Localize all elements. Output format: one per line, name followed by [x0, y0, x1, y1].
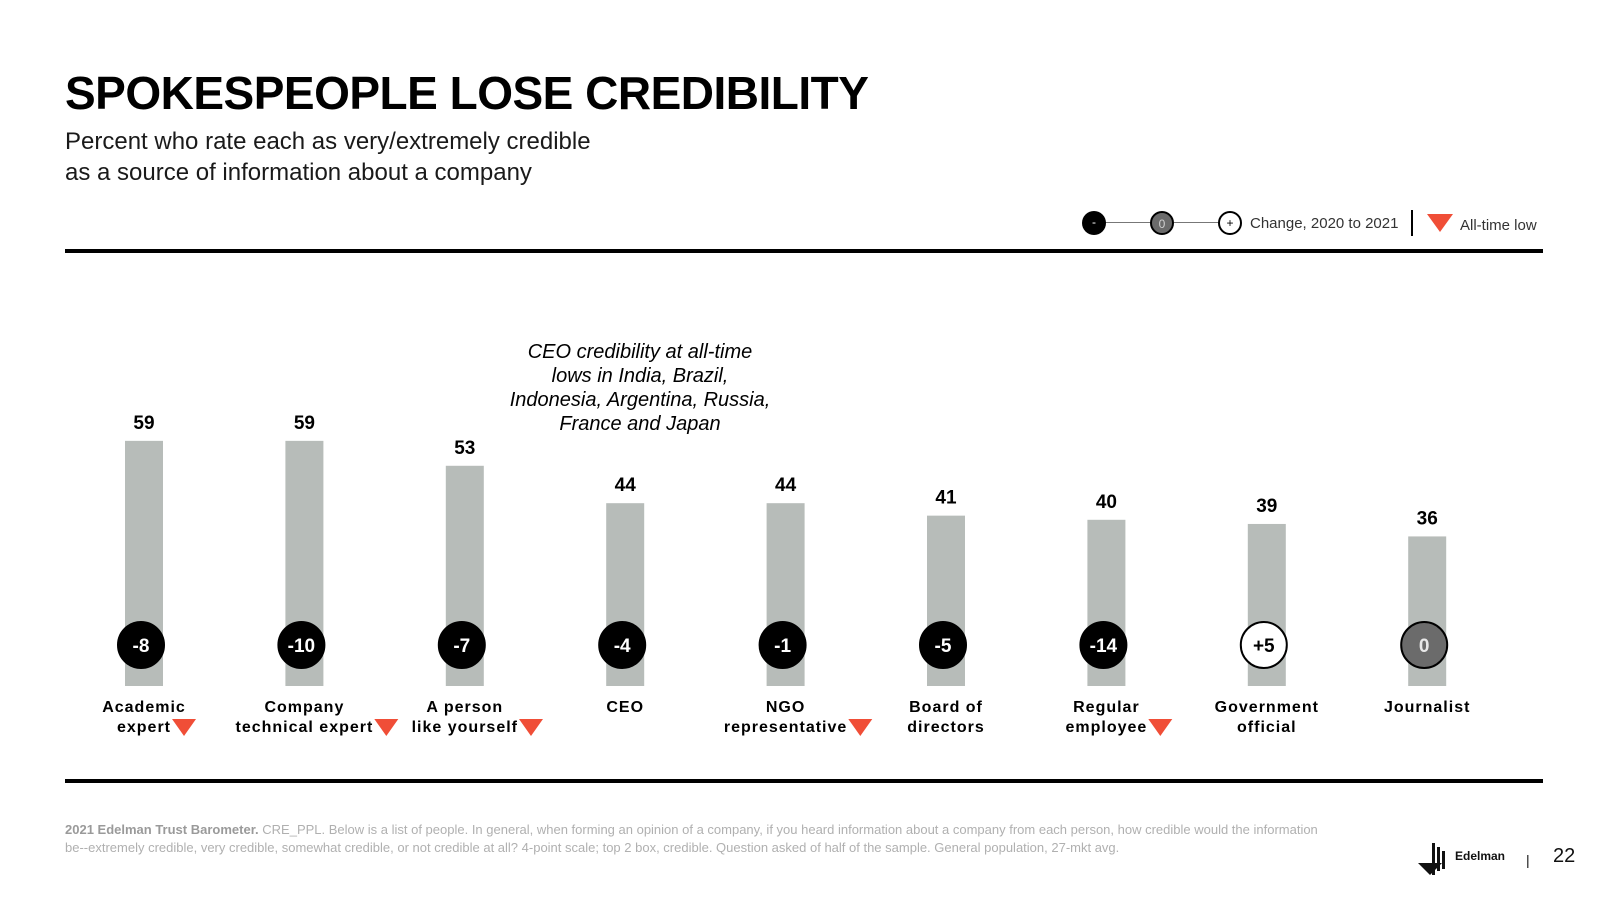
change-circle: [277, 621, 326, 669]
change-value-label: -4: [614, 636, 631, 657]
bar-value-label: 41: [935, 488, 957, 509]
chart-legend: - 0 + Change, 2020 to 2021 All-time low: [1082, 208, 1552, 238]
source-footnote: 2021 Edelman Trust Barometer. CRE_PPL. B…: [65, 821, 1340, 857]
category-label: NGO: [766, 699, 805, 716]
bar-value-label: 44: [615, 475, 637, 496]
category-label: representative: [724, 719, 847, 736]
legend-zero-circle: 0: [1150, 211, 1174, 235]
all-time-low-marker-icon: [374, 719, 399, 736]
change-value-label: +5: [1253, 636, 1275, 657]
change-value-label: -8: [133, 636, 150, 657]
change-value-label: -1: [774, 636, 791, 657]
subtitle-line-2: as a source of information about a compa…: [65, 159, 532, 186]
change-circle: [919, 621, 967, 669]
category-label: official: [1237, 719, 1297, 736]
all-time-low-marker-icon: [518, 719, 543, 736]
change-circle: [758, 621, 807, 669]
change-value-label: -7: [453, 636, 470, 657]
category-label: directors: [907, 719, 984, 736]
category-label: Academic: [102, 699, 186, 716]
category-label: employee: [1065, 719, 1147, 736]
legend-divider: [1411, 210, 1413, 236]
bottom-divider: [65, 779, 1543, 783]
category-label: Government: [1215, 699, 1319, 716]
footnote-text: CRE_PPL. Below is a list of people. In g…: [65, 822, 1318, 855]
page-subtitle: Percent who rate each as very/extremely …: [65, 126, 591, 188]
change-circle: [598, 621, 647, 669]
all-time-low-icon: [1427, 214, 1453, 232]
edelman-logo-icon: [1418, 843, 1445, 875]
category-label: technical expert: [235, 719, 373, 736]
legend-all-time-low-label: All-time low: [1460, 217, 1537, 234]
legend-change-label: Change, 2020 to 2021: [1250, 215, 1399, 232]
category-label: like yourself: [412, 719, 518, 736]
page-separator: |: [1526, 852, 1530, 868]
bar-value-label: 39: [1256, 496, 1277, 517]
brand-logo-text: Edelman: [1455, 849, 1506, 863]
category-label: expert: [117, 719, 171, 736]
change-circle: [1079, 621, 1128, 669]
change-value-label: -5: [935, 636, 952, 657]
change-circle: [117, 621, 165, 669]
page-number: 22: [1553, 845, 1576, 867]
legend-negative-circle: -: [1082, 211, 1106, 235]
subtitle-line-1: Percent who rate each as very/extremely …: [65, 128, 591, 155]
all-time-low-marker-icon: [1148, 719, 1173, 736]
top-divider: [65, 249, 1543, 253]
change-value-label: 0: [1419, 636, 1430, 657]
ceo-annotation: CEO credibility at all-time lows in Indi…: [509, 341, 771, 435]
all-time-low-marker-icon: [848, 719, 873, 736]
page-title: SPOKESPEOPLE LOSE CREDIBILITY: [65, 67, 869, 119]
category-label: Board of: [909, 699, 983, 716]
legend-positive-circle: +: [1218, 211, 1242, 235]
category-label: Company: [264, 699, 344, 716]
credibility-bar-chart: 59-8Academicexpert59-10Companytechnical …: [102, 413, 1470, 736]
category-label: Journalist: [1384, 699, 1470, 716]
change-circle: [1400, 621, 1449, 669]
change-circle: [1239, 621, 1288, 669]
category-label: CEO: [606, 699, 644, 716]
bar-value-label: 36: [1417, 508, 1438, 529]
footnote-source: 2021 Edelman Trust Barometer.: [65, 822, 259, 837]
bar-value-label: 59: [294, 413, 315, 434]
category-label: Regular: [1073, 699, 1140, 716]
bar-value-label: 40: [1096, 492, 1117, 513]
bar-value-label: 44: [775, 475, 797, 496]
change-value-label: -14: [1090, 636, 1118, 657]
category-label: A person: [426, 699, 503, 716]
change-value-label: -10: [288, 636, 315, 657]
bar-value-label: 53: [454, 438, 475, 459]
change-circle: [437, 621, 486, 669]
all-time-low-marker-icon: [172, 719, 197, 736]
bar-value-label: 59: [133, 413, 154, 434]
